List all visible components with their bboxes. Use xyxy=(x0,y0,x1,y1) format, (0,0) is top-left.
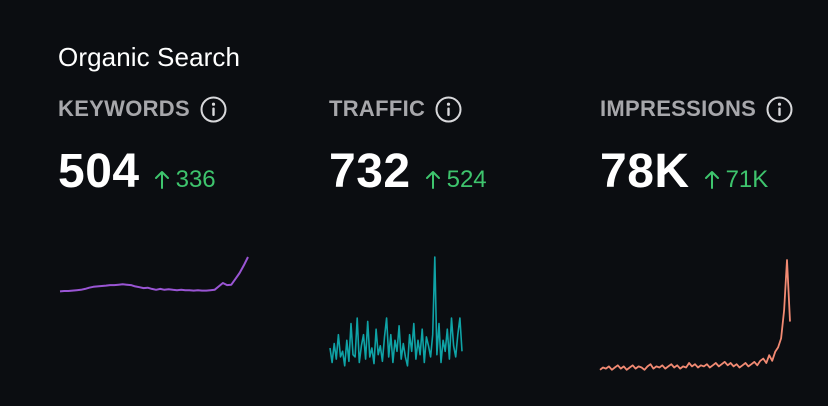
traffic-sparkline xyxy=(329,256,463,367)
info-icon[interactable] xyxy=(766,96,793,123)
delta-badge: 71K xyxy=(704,166,769,194)
card-title: Organic Search xyxy=(58,42,241,72)
info-icon[interactable] xyxy=(435,96,462,123)
info-icon[interactable] xyxy=(200,96,227,123)
keywords-sparkline-line xyxy=(59,256,249,293)
arrow-up-icon xyxy=(154,171,169,189)
value-row: 78K 71K xyxy=(600,144,815,199)
arrow-up-icon xyxy=(704,171,719,189)
metric-label: TRAFFIC xyxy=(329,96,426,121)
metric-label-row: TRAFFIC xyxy=(329,92,569,126)
metric-traffic: TRAFFIC 732 524 xyxy=(329,92,569,199)
delta-value: 336 xyxy=(175,166,216,193)
delta-value: 71K xyxy=(725,166,769,193)
delta-badge: 336 xyxy=(154,166,216,194)
arrow-up-icon xyxy=(425,171,440,189)
delta-badge: 524 xyxy=(425,166,487,194)
keywords-sparkline xyxy=(59,256,249,293)
metric-label-row: KEYWORDS xyxy=(58,92,298,126)
metric-label: KEYWORDS xyxy=(58,96,190,121)
metric-label: IMPRESSIONS xyxy=(600,96,757,121)
metric-label-row: IMPRESSIONS xyxy=(600,92,815,126)
metric-value: 732 xyxy=(329,145,411,198)
metric-impressions: IMPRESSIONS 78K 71K xyxy=(600,92,815,199)
metric-value: 78K xyxy=(600,145,690,198)
value-row: 504 336 xyxy=(58,144,298,199)
metric-keywords: KEYWORDS 504 336 xyxy=(58,92,298,199)
delta-value: 524 xyxy=(446,166,487,193)
metric-value: 504 xyxy=(58,145,140,198)
impressions-sparkline-line xyxy=(599,259,791,371)
traffic-sparkline-line xyxy=(329,256,463,367)
value-row: 732 524 xyxy=(329,144,569,199)
impressions-sparkline xyxy=(599,259,791,371)
